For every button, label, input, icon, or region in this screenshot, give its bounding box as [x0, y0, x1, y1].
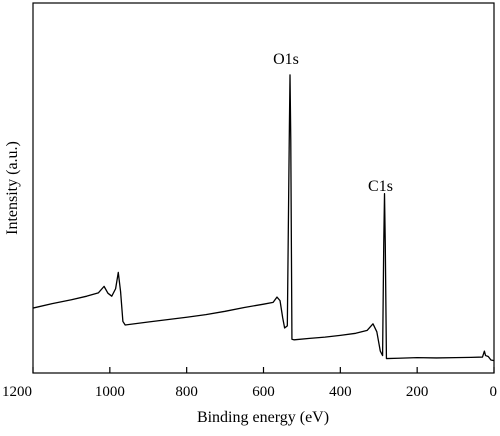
peak-label-o1s: O1s [273, 51, 299, 68]
peak-label-c1s: C1s [368, 178, 393, 195]
x-tick-label: 400 [329, 384, 352, 400]
x-axis-title: Binding energy (eV) [197, 409, 329, 426]
x-tick-label: 200 [406, 384, 429, 400]
x-tick-label: 800 [175, 384, 198, 400]
x-tick-label: 1200 [2, 384, 32, 400]
x-axis-tick-labels: 1200 1000 800 600 400 200 0 [2, 384, 497, 400]
y-axis-title: Intensity (a.u.) [4, 141, 21, 235]
peak-annotations: O1s C1s [273, 51, 393, 195]
x-tick-label: 0 [490, 384, 498, 400]
plot-frame [32, 2, 495, 374]
spectrum-line [32, 74, 495, 362]
x-tick-label: 1000 [95, 384, 125, 400]
x-axis-ticks [32, 367, 495, 373]
x-tick-label: 600 [252, 384, 275, 400]
